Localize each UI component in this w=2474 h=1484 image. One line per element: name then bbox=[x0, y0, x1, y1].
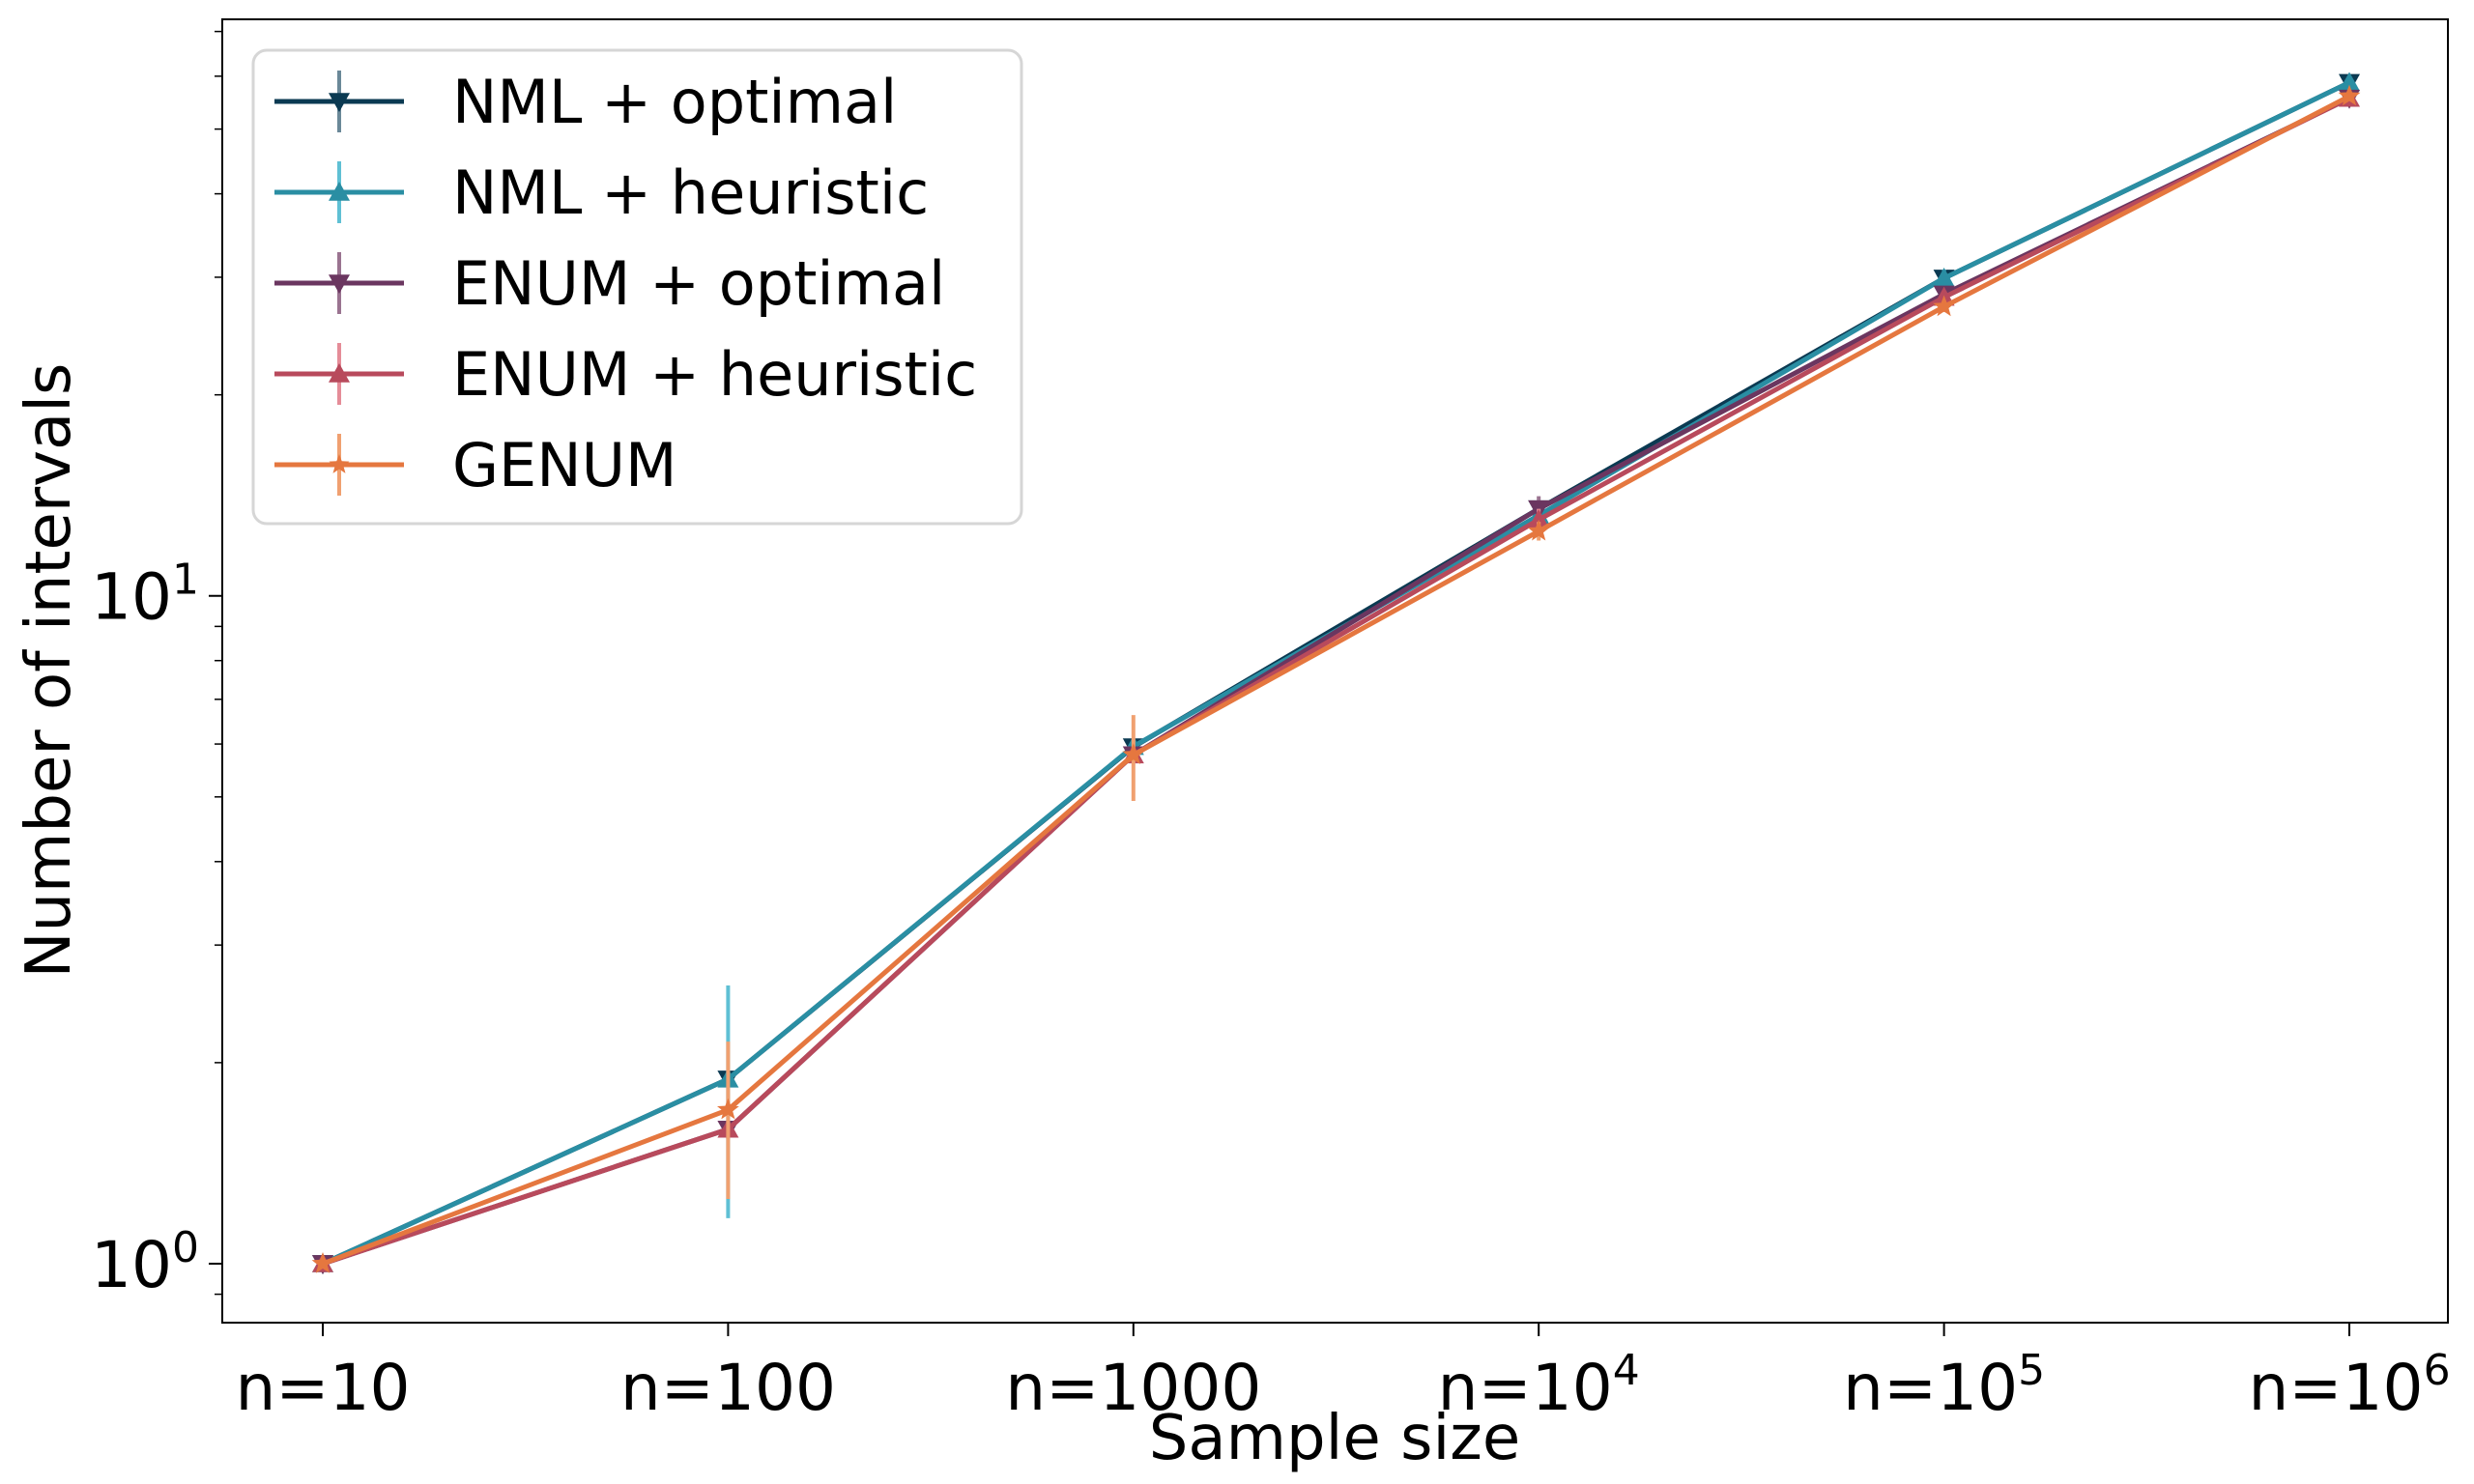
x-tick-label: n=104 bbox=[1438, 1346, 1640, 1425]
x-tick-label-exp: 5 bbox=[2018, 1346, 2045, 1395]
legend: NML + optimal NML + heuristic ENUM + optim… bbox=[251, 48, 1023, 526]
x-axis: n=10 n=100 n=1000 n=104 n=105 n=106 bbox=[235, 1323, 2451, 1425]
y-tick-label-exp: 1 bbox=[172, 556, 199, 605]
marker bbox=[329, 454, 350, 473]
legend-label: GENUM bbox=[452, 430, 676, 500]
x-tick-label-exp: 6 bbox=[2424, 1346, 2451, 1395]
marker bbox=[2338, 84, 2361, 106]
x-tick-label-exp: 4 bbox=[1613, 1346, 1640, 1395]
y-tick-label-base: 10 bbox=[91, 560, 172, 635]
x-tick-label-base: n=10 bbox=[2248, 1351, 2423, 1425]
legend-item: GENUM bbox=[274, 430, 676, 500]
y-tick-label-base: 10 bbox=[91, 1228, 172, 1302]
x-tick-label-base: n=1000 bbox=[1005, 1351, 1261, 1425]
x-tick-label-base: n=10 bbox=[235, 1351, 410, 1425]
series-genum bbox=[311, 84, 2361, 1273]
x-axis-label: Sample size bbox=[1149, 1403, 1520, 1474]
marker bbox=[329, 182, 350, 201]
marker bbox=[1122, 743, 1145, 764]
x-tick-label: n=100 bbox=[620, 1351, 836, 1425]
x-tick-label: n=1000 bbox=[1005, 1351, 1261, 1425]
series-line bbox=[322, 96, 2351, 1267]
plot-area bbox=[311, 71, 2361, 1274]
marker bbox=[2339, 71, 2360, 92]
x-tick-label-base: n=100 bbox=[620, 1351, 836, 1425]
legend-item: ENUM + heuristic bbox=[274, 339, 977, 410]
axes-frame bbox=[221, 18, 2449, 1324]
marker bbox=[1528, 508, 1550, 528]
series-line bbox=[322, 94, 2351, 1267]
marker bbox=[329, 93, 350, 112]
legend-label: ENUM + optimal bbox=[452, 248, 945, 319]
x-tick-label: n=10 bbox=[235, 1351, 410, 1425]
y-axis-label: Number of intervals bbox=[14, 363, 85, 979]
legend-label: ENUM + heuristic bbox=[452, 339, 977, 410]
marker bbox=[329, 274, 350, 294]
legend-label: NML + heuristic bbox=[452, 157, 929, 228]
legend-item: NML + heuristic bbox=[274, 157, 929, 228]
legend-item: NML + optimal bbox=[274, 67, 897, 137]
legend-frame bbox=[251, 48, 1023, 526]
marker bbox=[329, 363, 350, 383]
marker bbox=[1527, 519, 1550, 541]
y-tick-label-exp: 0 bbox=[172, 1223, 199, 1272]
y-tick-label: 100 bbox=[91, 1223, 199, 1302]
marker bbox=[1933, 267, 1955, 287]
x-tick-label-base: n=10 bbox=[1438, 1351, 1613, 1425]
marker bbox=[1933, 295, 1955, 317]
x-tick-label: n=105 bbox=[1843, 1346, 2045, 1425]
x-tick-label: n=106 bbox=[2248, 1346, 2450, 1425]
marker bbox=[311, 1252, 334, 1273]
y-tick-label: 101 bbox=[91, 556, 199, 635]
marker bbox=[717, 1098, 739, 1120]
x-tick-label-base: n=10 bbox=[1843, 1351, 2018, 1425]
legend-label: NML + optimal bbox=[452, 67, 897, 137]
legend-item: ENUM + optimal bbox=[274, 248, 945, 319]
